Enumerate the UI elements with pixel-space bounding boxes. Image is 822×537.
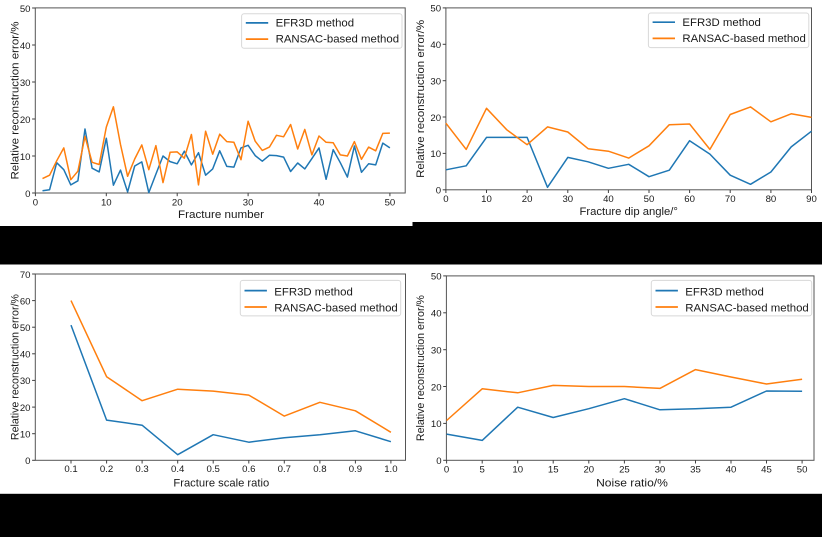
svg-text:40: 40 [20, 350, 31, 361]
svg-text:RANSAC-based method: RANSAC-based method [682, 33, 805, 45]
svg-text:45: 45 [761, 465, 772, 476]
svg-text:0.1: 0.1 [64, 464, 77, 475]
svg-text:5: 5 [480, 465, 485, 476]
svg-text:30: 30 [431, 346, 442, 357]
svg-text:RANSAC-based method: RANSAC-based method [685, 303, 808, 315]
svg-text:EFR3D method: EFR3D method [682, 17, 761, 29]
svg-text:Noise ratio/%: Noise ratio/% [596, 477, 668, 489]
svg-text:30: 30 [430, 77, 441, 88]
svg-text:RANSAC-based method: RANSAC-based method [274, 303, 397, 315]
svg-text:50: 50 [431, 272, 442, 283]
svg-text:70: 70 [20, 270, 31, 281]
svg-text:20: 20 [430, 113, 441, 124]
svg-text:RANSAC-based method: RANSAC-based method [276, 34, 399, 46]
svg-text:0.3: 0.3 [135, 464, 148, 475]
svg-text:10: 10 [430, 149, 441, 160]
svg-text:90: 90 [806, 194, 817, 205]
svg-text:30: 30 [243, 197, 254, 208]
svg-text:20: 20 [522, 194, 533, 205]
svg-text:EFR3D method: EFR3D method [685, 287, 764, 299]
svg-text:0.4: 0.4 [171, 464, 185, 475]
svg-text:Fracture dip angle/°: Fracture dip angle/° [579, 206, 678, 218]
svg-text:0.9: 0.9 [349, 464, 362, 475]
svg-text:50: 50 [797, 465, 808, 476]
svg-text:25: 25 [619, 465, 630, 476]
svg-text:0: 0 [25, 189, 30, 200]
svg-text:40: 40 [430, 40, 441, 51]
svg-text:0: 0 [33, 197, 38, 208]
svg-text:50: 50 [644, 194, 655, 205]
svg-text:10: 10 [20, 152, 31, 163]
svg-text:35: 35 [690, 465, 701, 476]
svg-text:10: 10 [481, 194, 492, 205]
svg-text:20: 20 [20, 403, 31, 414]
svg-text:10: 10 [20, 430, 31, 441]
svg-text:Relative reconstruction error/: Relative reconstruction error/% [415, 20, 427, 178]
svg-text:50: 50 [20, 323, 31, 334]
svg-text:EFR3D method: EFR3D method [274, 287, 353, 299]
svg-text:40: 40 [431, 309, 442, 320]
svg-text:15: 15 [548, 465, 559, 476]
svg-text:10: 10 [431, 419, 442, 430]
svg-text:0.7: 0.7 [278, 464, 291, 475]
svg-text:EFR3D method: EFR3D method [276, 18, 355, 30]
svg-text:0: 0 [436, 456, 441, 467]
svg-text:0.5: 0.5 [207, 464, 220, 475]
svg-text:Fracture number: Fracture number [178, 209, 264, 221]
svg-text:0.6: 0.6 [242, 464, 255, 475]
svg-text:30: 30 [20, 78, 31, 89]
svg-text:0: 0 [443, 194, 448, 205]
svg-text:20: 20 [431, 382, 442, 393]
svg-text:0: 0 [25, 456, 30, 467]
svg-text:50: 50 [430, 4, 441, 15]
svg-text:80: 80 [766, 194, 777, 205]
svg-text:Fracture scale ratio: Fracture scale ratio [173, 477, 269, 489]
svg-text:Relative reconstruction error/: Relative reconstruction error/% [415, 295, 427, 441]
svg-text:Relative reconstruction error/: Relative reconstruction error/% [10, 294, 22, 440]
svg-text:30: 30 [562, 194, 573, 205]
svg-text:0: 0 [436, 186, 441, 197]
svg-text:50: 50 [385, 197, 396, 208]
svg-text:20: 20 [172, 197, 183, 208]
svg-text:40: 40 [726, 465, 737, 476]
svg-text:Relative reconstruction error/: Relative reconstruction error/% [10, 22, 22, 180]
svg-text:10: 10 [101, 197, 112, 208]
svg-text:20: 20 [20, 115, 31, 126]
svg-text:70: 70 [725, 194, 736, 205]
svg-text:0.8: 0.8 [313, 464, 326, 475]
svg-text:30: 30 [655, 465, 666, 476]
svg-text:1.0: 1.0 [384, 464, 397, 475]
svg-text:0.2: 0.2 [100, 464, 113, 475]
svg-text:40: 40 [603, 194, 614, 205]
svg-text:20: 20 [583, 465, 594, 476]
svg-text:60: 60 [20, 296, 31, 307]
svg-text:40: 40 [314, 197, 325, 208]
svg-text:50: 50 [20, 4, 31, 15]
svg-text:60: 60 [684, 194, 695, 205]
svg-text:30: 30 [20, 376, 31, 387]
svg-text:40: 40 [20, 41, 31, 52]
svg-text:10: 10 [512, 465, 523, 476]
svg-text:0: 0 [444, 465, 449, 476]
